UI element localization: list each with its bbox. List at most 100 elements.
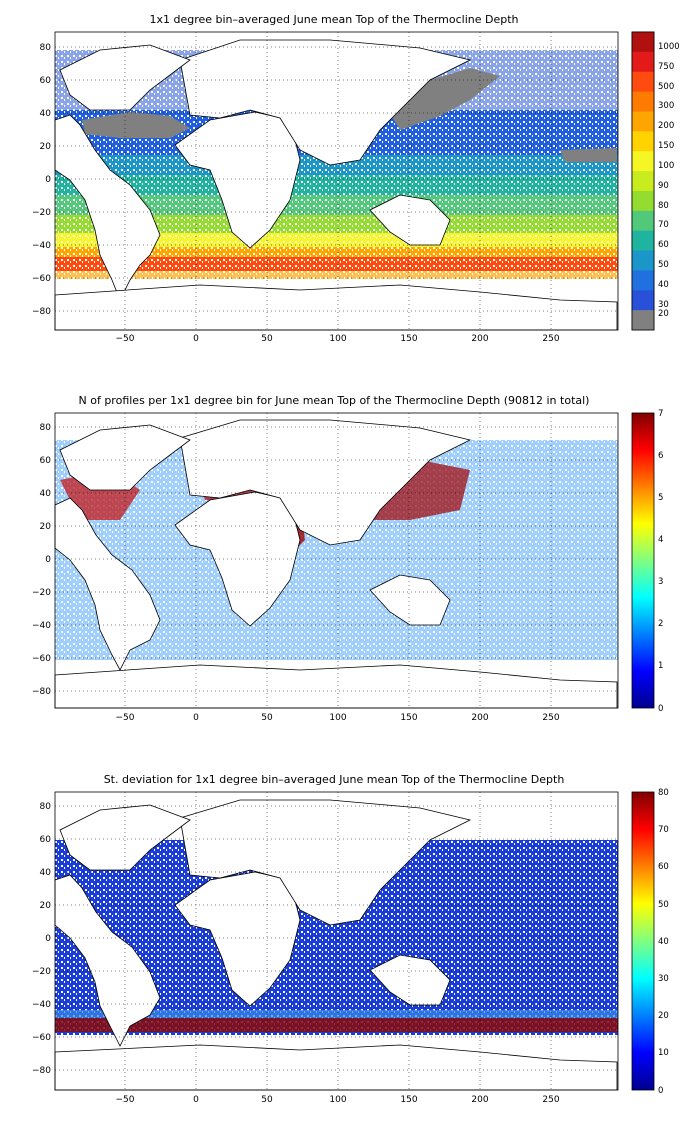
colorbar-swatch — [632, 230, 654, 252]
panel-1-title: 1x1 degree bin–averaged June mean Top of… — [149, 13, 518, 26]
colorbar-tick: 10 — [658, 1048, 669, 1058]
colorbar-tick: 70 — [658, 220, 669, 230]
colorbar-tick: 80 — [658, 201, 669, 211]
y-tick: −60 — [32, 654, 51, 664]
panel-3-x-ticks: −50 0 50 100 150 200 250 — [116, 1095, 560, 1105]
panel-1-colorbar: 1000 750 500 300 200 150 100 90 80 70 60… — [631, 31, 680, 331]
colorbar-swatch — [632, 32, 654, 53]
colorbar-tick: 60 — [658, 862, 669, 872]
colorbar-tick: 200 — [658, 121, 674, 131]
x-tick: −50 — [116, 334, 135, 344]
colorbar-tick: 4 — [658, 535, 663, 545]
panel-2-x-ticks: −50 0 50 100 150 200 250 — [116, 713, 560, 723]
x-tick: 100 — [329, 1095, 346, 1105]
y-tick: −20 — [32, 588, 51, 598]
x-tick: −50 — [116, 1095, 135, 1105]
y-tick: −60 — [32, 1033, 51, 1043]
x-tick: 150 — [400, 713, 417, 723]
y-tick: 0 — [45, 934, 51, 944]
colorbar-swatch — [632, 171, 654, 192]
colorbar-swatch — [632, 91, 654, 112]
colorbar-swatch — [632, 151, 654, 172]
colorbar-tick: 90 — [658, 181, 669, 191]
colorbar-swatch — [632, 111, 654, 132]
y-tick: 60 — [40, 456, 52, 466]
colorbar-tick: 150 — [658, 141, 674, 151]
colorbar-tick: 40 — [658, 280, 669, 290]
colorbar-tick: 30 — [658, 300, 669, 310]
colorbar-tick: 80 — [658, 788, 669, 798]
y-tick: −40 — [32, 241, 51, 251]
colorbar-tick: 750 — [658, 62, 674, 72]
colorbar-swatch — [632, 131, 654, 152]
panel-1-map — [54, 31, 619, 331]
panel-2-title: N of profiles per 1x1 degree bin for Jun… — [79, 394, 590, 407]
colorbar-swatch — [632, 71, 654, 93]
y-tick: −80 — [32, 307, 51, 317]
panel-1-grid — [55, 32, 618, 330]
panel-3: St. deviation for 1x1 degree bin–average… — [32, 773, 669, 1105]
panel-2-colorbar: 7 6 5 4 3 2 1 0 — [631, 409, 663, 714]
x-tick: 0 — [193, 713, 199, 723]
x-tick: 50 — [261, 713, 273, 723]
y-tick: −20 — [32, 208, 51, 218]
colorbar-tick: 20 — [658, 1011, 669, 1021]
y-tick: −80 — [32, 687, 51, 697]
y-tick: −40 — [32, 1000, 51, 1010]
colorbar-swatches — [631, 31, 655, 331]
y-tick: 20 — [40, 142, 52, 152]
y-tick: 60 — [40, 835, 52, 845]
y-tick: 60 — [40, 76, 52, 86]
colorbar-tick: 20 — [658, 309, 669, 319]
x-tick: 50 — [261, 1095, 273, 1105]
colorbar-tick: 40 — [658, 937, 669, 947]
colorbar-tick: 6 — [658, 451, 663, 461]
colorbar-tick: 60 — [658, 240, 669, 250]
colorbar-tick: 100 — [658, 161, 674, 171]
colorbar-swatch — [632, 250, 654, 271]
x-tick: 150 — [400, 334, 417, 344]
colorbar-tick: 1000 — [658, 42, 680, 52]
colorbar-labels: 1000 750 500 300 200 150 100 90 80 70 60… — [658, 42, 680, 319]
x-tick: 250 — [542, 713, 559, 723]
colorbar-tick: 0 — [658, 704, 663, 714]
colorbar-tick: 5 — [658, 493, 663, 503]
panel-3-title: St. deviation for 1x1 degree bin–average… — [104, 773, 565, 786]
y-tick: −20 — [32, 967, 51, 977]
colorbar-swatch — [632, 210, 654, 232]
x-tick: 200 — [471, 334, 488, 344]
colorbar-swatch — [632, 51, 654, 73]
colorbar-tick: 500 — [658, 82, 674, 92]
x-tick: 50 — [261, 334, 273, 344]
x-tick: 150 — [400, 1095, 417, 1105]
x-tick: 100 — [329, 713, 346, 723]
y-tick: −40 — [32, 621, 51, 631]
panel-3-colorbar: 80 70 60 50 40 30 20 10 0 — [631, 788, 669, 1096]
colorbar-tick: 30 — [658, 974, 669, 984]
x-tick: 250 — [542, 1095, 559, 1105]
x-tick: 0 — [193, 334, 199, 344]
x-tick: 200 — [471, 713, 488, 723]
panel-1-x-ticks: −50 0 50 100 150 200 250 — [116, 334, 560, 344]
panel-2-map — [54, 412, 619, 709]
y-tick: 80 — [40, 423, 52, 433]
colorbar-tick: 2 — [658, 619, 663, 629]
y-tick: −80 — [32, 1066, 51, 1076]
x-tick: 0 — [193, 1095, 199, 1105]
y-tick: 40 — [40, 868, 52, 878]
colorbar-tick: 70 — [658, 825, 669, 835]
colorbar-swatch — [632, 310, 654, 331]
panel-2-y-ticks: 80 60 40 20 0 −20 −40 −60 −80 — [32, 423, 51, 697]
colorbar-tick: 1 — [658, 661, 663, 671]
panel-2: N of profiles per 1x1 degree bin for Jun… — [32, 394, 663, 723]
y-tick: 0 — [45, 175, 51, 185]
x-tick: 250 — [542, 334, 559, 344]
panel-3-y-ticks: 80 60 40 20 0 −20 −40 −60 −80 — [32, 802, 51, 1076]
colorbar-swatch — [632, 190, 654, 212]
colorbar-tick: 50 — [658, 260, 669, 270]
y-tick: 20 — [40, 901, 52, 911]
y-tick: 80 — [40, 43, 52, 53]
y-tick: 0 — [45, 555, 51, 565]
panel-1: 1x1 degree bin–averaged June mean Top of… — [32, 13, 680, 344]
colorbar-tick: 7 — [658, 409, 663, 419]
